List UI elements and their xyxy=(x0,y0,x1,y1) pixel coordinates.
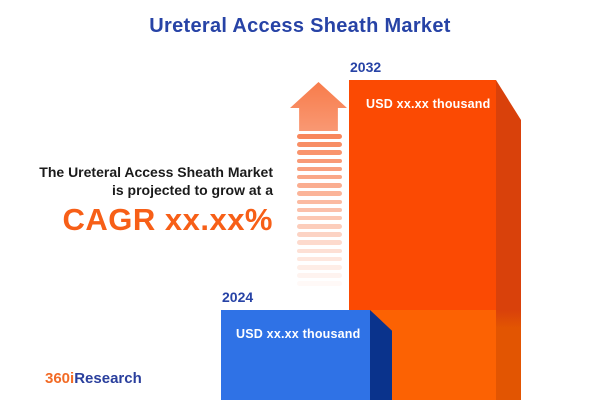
brand-logo-360i: 360i xyxy=(45,370,75,387)
growth-arrow-up-icon xyxy=(290,82,347,131)
bar-2024-value-label: USD xx.xx thousand xyxy=(236,327,361,341)
bar-2032-value-label: USD xx.xx thousand xyxy=(366,97,491,111)
bar-2024-year-label: 2024 xyxy=(222,289,254,305)
page-title: Ureteral Access Sheath Market xyxy=(149,15,451,37)
growth-description: The Ureteral Access Sheath Market is pro… xyxy=(0,163,273,236)
cagr-value: CAGR xx.xx% xyxy=(62,202,273,237)
brand-logo: 360iResearch xyxy=(45,370,142,387)
description-line-2: is projected to grow at a xyxy=(111,182,273,198)
arrow-stripes xyxy=(297,134,342,290)
bar-2032-year-label: 2032 xyxy=(350,59,382,75)
brand-logo-research: Research xyxy=(74,370,142,387)
bar-2032-side-face xyxy=(496,80,521,400)
bar-2024-side-face xyxy=(370,310,392,400)
bar-2024 xyxy=(221,310,370,400)
description-line-1: The Ureteral Access Sheath Market xyxy=(39,164,273,180)
